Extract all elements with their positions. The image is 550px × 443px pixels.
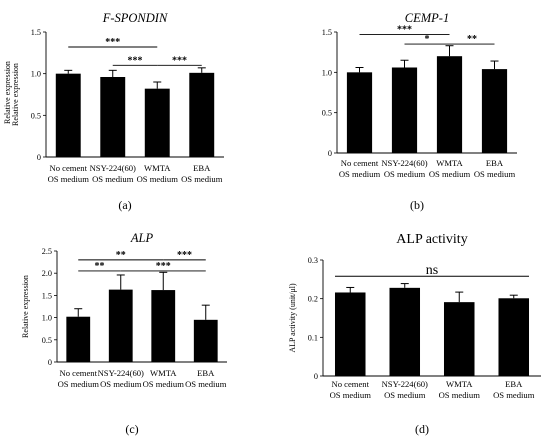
y-tick-label: 0.5 — [42, 336, 52, 345]
y-tick-label: 0 — [328, 149, 332, 158]
panel-label: (d) — [415, 422, 429, 436]
category-label: WMTA — [144, 163, 171, 173]
significance-label: *** — [156, 261, 171, 272]
chart-title: CEMP-1 — [405, 11, 449, 25]
category-sublabel: OS medium — [185, 379, 227, 389]
bar — [151, 290, 176, 362]
bar — [389, 287, 421, 376]
category-sublabel: OS medium — [181, 174, 223, 184]
panel-b: CEMP-1 0 0.5 1.0 1.5 Relative expression No ce… — [3, 11, 517, 212]
category-sublabel: OS medium — [439, 390, 481, 400]
y-tick-label: 0 — [37, 153, 41, 162]
y-tick-label: 1.5 — [42, 291, 52, 300]
category-label: EBA — [486, 158, 504, 168]
category-sublabel: OS medium — [429, 169, 471, 179]
significance-label: * — [425, 34, 430, 45]
y-tick-label: 1.5 — [31, 28, 41, 37]
significance-label: *** — [128, 55, 143, 66]
y-tick-label: 0 — [314, 372, 318, 381]
bar — [144, 88, 170, 157]
significance-label: ** — [95, 261, 105, 272]
category-sublabel: OS medium — [493, 390, 535, 400]
category-sublabel: OS medium — [48, 174, 90, 184]
y-tick-label: 0.5 — [322, 109, 332, 118]
chart-title: F-SPONDIN — [102, 11, 168, 25]
category-label: NSY-224(60) — [382, 379, 428, 389]
category-sublabel: OS medium — [384, 169, 426, 179]
category-sublabel: OS medium — [339, 169, 381, 179]
y-tick-label: 0.3 — [308, 256, 318, 265]
panel-label: (b) — [410, 198, 424, 212]
bar — [498, 298, 530, 376]
y-tick-label: 0.1 — [308, 333, 318, 342]
category-label: No cement — [60, 368, 98, 378]
y-tick-label: 0 — [48, 358, 52, 367]
category-label: NSY-224(60) — [98, 368, 144, 378]
chart-title: ALP activity — [396, 232, 467, 247]
category-sublabel: OS medium — [143, 379, 185, 389]
y-axis-label: ALP activity (unit/μl) — [288, 283, 297, 353]
y-tick-label: 1.0 — [322, 68, 332, 77]
category-sublabel: OS medium — [474, 169, 516, 179]
category-sublabel: OS medium — [92, 174, 134, 184]
category-sublabel: OS medium — [330, 390, 372, 400]
y-tick-label: 1.0 — [31, 70, 41, 79]
bar — [436, 56, 463, 154]
y-tick-label: 1.5 — [322, 28, 332, 37]
bar — [66, 316, 91, 362]
significance-label: *** — [397, 24, 412, 35]
category-label: NSY-224(60) — [90, 163, 136, 173]
category-label: EBA — [197, 368, 215, 378]
category-label: No cement — [50, 163, 88, 173]
y-axis-label: Relative expression — [3, 61, 12, 124]
significance-label: ** — [116, 250, 126, 261]
category-sublabel: OS medium — [100, 379, 142, 389]
panel-c: ALP 0 0.5 1.0 1.5 2.0 2.5 Relative expression No… — [21, 231, 227, 436]
category-label: No cement — [341, 158, 379, 168]
bar — [481, 69, 508, 153]
y-tick-label: 0.5 — [31, 111, 41, 120]
y-axis-label: Relative expression — [21, 275, 30, 338]
bar — [443, 302, 475, 376]
bar — [391, 67, 418, 153]
panel-label: (c) — [125, 422, 138, 436]
significance-label: ns — [426, 263, 438, 278]
panel-label: (a) — [118, 198, 131, 212]
panel-a: F-SPONDIN 0 0.5 1.0 1.5 Relative expression No… — [11, 11, 224, 212]
category-sublabel: OS medium — [58, 379, 100, 389]
category-label: WMTA — [436, 158, 463, 168]
y-tick-label: 0.2 — [308, 295, 318, 304]
bar — [108, 289, 133, 362]
significance-label: *** — [177, 250, 192, 261]
bar — [100, 77, 126, 157]
category-label: WMTA — [446, 379, 473, 389]
bar — [334, 292, 366, 376]
category-label: EBA — [193, 163, 211, 173]
panel-d: ALP activity 0 0.1 0.2 0.3 ALP activity (unit… — [288, 232, 541, 436]
significance-label: *** — [172, 55, 187, 66]
y-tick-label: 2.0 — [42, 269, 52, 278]
category-label: No cement — [332, 379, 370, 389]
category-label: WMTA — [150, 368, 177, 378]
category-sublabel: OS medium — [384, 390, 426, 400]
significance-label: *** — [105, 37, 120, 48]
bar — [193, 319, 218, 362]
y-tick-label: 1.0 — [42, 314, 52, 323]
y-axis-label: Relative expression — [11, 63, 20, 126]
bar — [189, 72, 215, 157]
chart-title: ALP — [130, 231, 154, 245]
y-tick-label: 2.5 — [42, 247, 52, 256]
significance-label: ** — [467, 34, 477, 45]
bar — [346, 72, 373, 153]
category-label: EBA — [505, 379, 523, 389]
category-sublabel: OS medium — [137, 174, 179, 184]
bar — [55, 73, 81, 157]
category-label: NSY-224(60) — [381, 158, 427, 168]
